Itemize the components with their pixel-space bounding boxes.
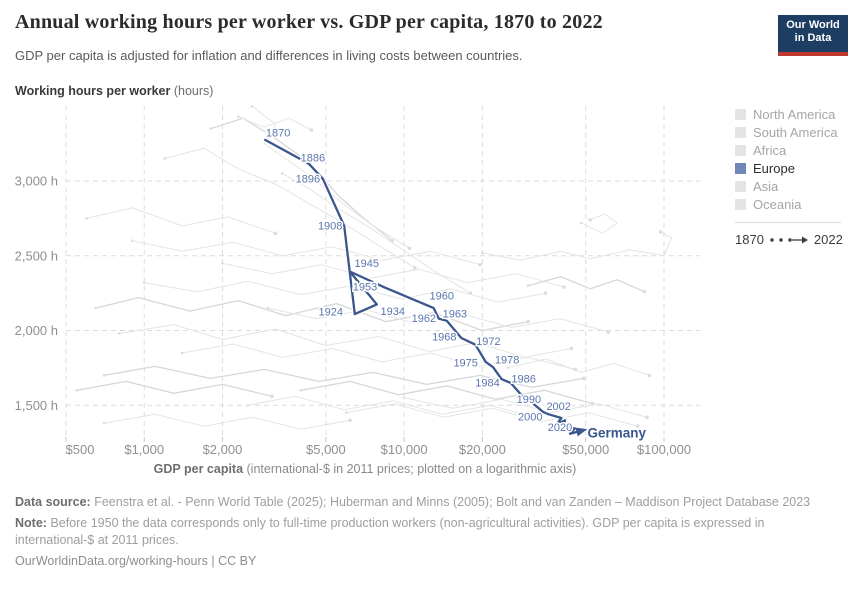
legend-swatch-icon [735,180,746,192]
legend-item-asia[interactable]: Asia [735,177,843,195]
owid-logo-line2: in Data [794,32,832,44]
timeline-end-year: 2022 [813,232,843,247]
chart-subtitle: GDP per capita is adjusted for inflation… [15,48,523,63]
data-source-line: Data source: Feenstra et al. - Penn Worl… [15,494,837,512]
y-axis-unit-label: Working hours per worker (hours) [15,84,213,98]
year-label-1978: 1978 [495,355,519,367]
year-label-1968: 1968 [432,332,456,344]
year-label-1963: 1963 [443,308,467,320]
y-tick-label: 3,000 h [15,174,58,189]
timeline-arrow-icon [770,236,808,243]
series-endpoint-arrow-icon [575,427,588,437]
legend-item-oceania[interactable]: Oceania [735,195,843,213]
year-label-1972: 1972 [476,336,500,348]
year-label-2002: 2002 [546,401,570,413]
timeline-legend: 1870 2022 [735,232,843,247]
germany-line [264,138,580,435]
legend-swatch-icon [735,126,746,138]
note-line: Note: Before 1950 the data corresponds o… [15,515,837,550]
year-label-1945: 1945 [355,258,379,270]
legend-swatch-icon [735,144,746,156]
year-label-1960: 1960 [429,291,453,303]
timeline-start-year: 1870 [735,232,764,247]
year-label-1953: 1953 [353,282,377,294]
plot-area[interactable] [0,100,850,462]
year-label-1870: 1870 [266,127,290,139]
series-name-label[interactable]: Germany [586,424,648,442]
x-tick-label: $20,000 [459,442,506,457]
owid-url-link[interactable]: OurWorldinData.org/working-hours | CC BY [15,553,257,568]
legend-item-label: Asia [753,178,779,194]
x-tick-label: $500 [66,442,95,457]
year-label-1924: 1924 [319,307,343,319]
y-tick-label: 2,000 h [15,323,58,338]
note-text: Before 1950 the data corresponds only to… [15,515,765,548]
x-axis-title-rest: (international-$ in 2011 prices; plotted… [243,462,577,476]
data-source-text: Feenstra et al. - Penn World Table (2025… [90,495,811,509]
x-tick-label: $2,000 [203,442,243,457]
legend-item-label: Europe [753,160,795,176]
year-label-1990: 1990 [517,394,541,406]
y-axis-unit-bold: Working hours per worker [15,84,171,98]
year-label-1962: 1962 [412,313,436,325]
legend-item-north-america[interactable]: North America [735,105,843,123]
legend-item-africa[interactable]: Africa [735,141,843,159]
note-label: Note: [15,515,47,530]
x-tick-label: $50,000 [562,442,609,457]
continent-legend: North America South America Africa Europe As… [735,105,843,247]
year-label-1934: 1934 [381,306,405,318]
year-label-1908: 1908 [318,220,342,232]
legend-swatch-icon [735,162,746,174]
x-tick-label: $5,000 [306,442,346,457]
germany-series[interactable]: 1870 1886 1896 1908 1924 1934 1945 1953 1960 1962… [262,126,648,442]
owid-logo[interactable]: Our World in Data [778,15,848,56]
legend-item-label: Africa [753,142,787,158]
year-label-1886: 1886 [301,152,325,164]
year-label-1984: 1984 [475,378,499,390]
y-tick-label: 2,500 h [15,248,58,263]
legend-swatch-icon [735,198,746,210]
year-label-1896: 1896 [296,173,320,185]
legend-item-europe[interactable]: Europe [735,159,843,177]
legend-item-south-america[interactable]: South America [735,123,843,141]
data-source-label: Data source: [15,495,91,509]
page-title: Annual working hours per worker vs. GDP … [15,11,603,33]
year-label-2020: 2020 [548,422,572,434]
year-label-1975: 1975 [453,357,477,369]
gridlines: 3,000 h 2,500 h 2,000 h 1,500 h $500 $1,000 $2… [15,106,700,457]
legend-swatch-icon [735,108,746,120]
legend-item-label: North America [753,106,836,122]
chart-footer: Data source: Feenstra et al. - Penn Worl… [15,494,837,570]
y-axis-unit-rest: (hours) [170,84,214,98]
x-axis-title-bold: GDP per capita [153,462,244,476]
x-axis-title: GDP per capita (international-$ in 2011 … [66,462,664,476]
year-label-2000: 2000 [518,412,542,424]
legend-item-label: South America [753,124,838,140]
x-tick-label: $10,000 [381,442,428,457]
legend-item-label: Oceania [753,196,802,212]
owid-logo-line1: Our World [786,19,840,31]
x-tick-label: $1,000 [124,442,164,457]
legend-divider [735,222,841,223]
y-tick-label: 1,500 h [15,398,58,413]
x-tick-label: $100,000 [637,442,691,457]
year-label-1986: 1986 [511,373,535,385]
scatter-line-plot[interactable]: 3,000 h 2,500 h 2,000 h 1,500 h $500 $1,000 $2… [0,100,850,462]
